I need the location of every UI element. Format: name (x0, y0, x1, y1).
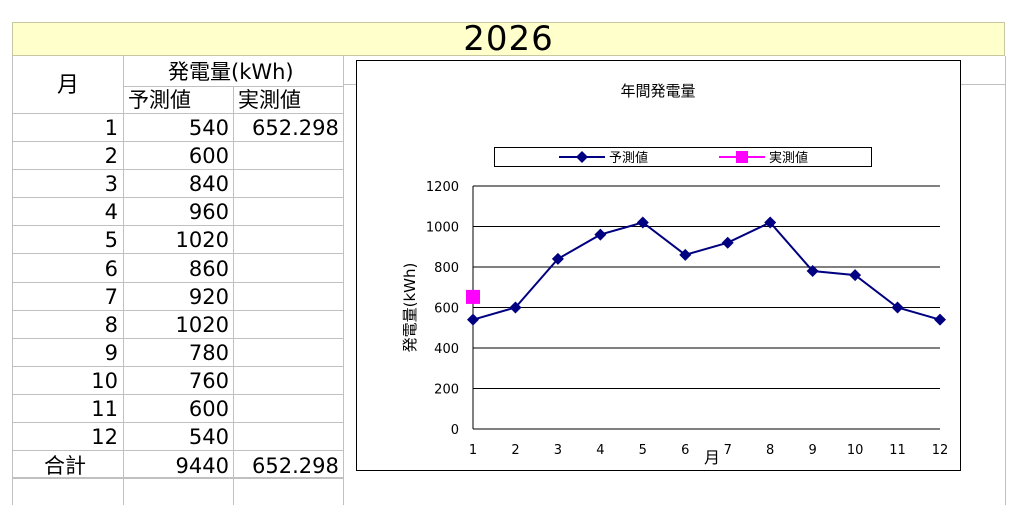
x-tick-label: 11 (889, 443, 906, 458)
x-tick-label: 6 (681, 443, 689, 458)
y-tick-label: 600 (434, 302, 459, 317)
y-tick-label: 200 (434, 383, 459, 398)
grid-hline (12, 169, 343, 171)
grid-vline (123, 56, 124, 505)
y-tick-label: 0 (451, 423, 459, 438)
year-label: 2026 (463, 19, 554, 59)
grid-hline (12, 113, 343, 114)
x-tick-label: 7 (724, 443, 732, 458)
data-point-forecast (764, 216, 777, 229)
grid-hline (12, 141, 343, 142)
forecast-cell: 920 (188, 284, 229, 309)
actual-header: 実測値 (238, 88, 301, 112)
x-tick-label: 12 (932, 443, 949, 458)
data-point-forecast (934, 313, 946, 326)
chart-area[interactable]: 年間発電量 0 200 400 600 800 1000 1200 1 2 3 4 5 6 7 8 9 10 11 1… (356, 60, 961, 471)
y-tick-label: 400 (434, 342, 459, 357)
grid-hline (12, 253, 343, 255)
forecast-cell: 1020 (175, 312, 229, 337)
total-forecast: 9440 (175, 454, 229, 478)
forecast-cell: 600 (188, 144, 229, 169)
month-cell: 2 (104, 144, 118, 169)
data-point-forecast (721, 236, 734, 249)
data-point-forecast (551, 252, 564, 265)
grid-hline (12, 281, 343, 283)
forecast-cell: 760 (188, 368, 229, 393)
grid-hline (12, 477, 343, 478)
grid-hline (12, 422, 343, 423)
chart-title: 年間発電量 (620, 82, 695, 100)
forecast-header: 予測値 (128, 88, 191, 112)
month-cell: 4 (104, 200, 118, 225)
total-actual: 652.298 (252, 454, 339, 478)
forecast-cell: 960 (188, 200, 229, 225)
x-tick-label: 4 (596, 443, 604, 458)
month-cell: 7 (104, 284, 118, 309)
forecast-cell: 860 (188, 256, 229, 281)
grid-hline (12, 225, 343, 227)
energy-header: 発電量(kWh) (168, 60, 294, 84)
x-tick-label: 9 (808, 443, 816, 458)
legend-marker-actual (736, 151, 748, 163)
data-point-actual (466, 289, 480, 304)
grid-vline (233, 86, 234, 505)
legend-graphic: 予測値 実測値 (559, 150, 808, 166)
grid-hline (12, 393, 343, 395)
data-point-forecast (509, 301, 522, 314)
month-cell: 6 (104, 256, 118, 281)
forecast-cell: 1020 (175, 228, 229, 253)
x-tick-label: 3 (554, 443, 562, 458)
total-label: 合計 (44, 454, 86, 478)
forecast-cell: 780 (188, 340, 229, 365)
data-point-forecast (636, 216, 649, 229)
forecast-cell: 840 (188, 172, 229, 197)
grid-vline (12, 56, 13, 505)
series-line-0 (472, 221, 941, 321)
month-cell: 5 (104, 228, 118, 253)
data-point-forecast (679, 248, 692, 261)
x-axis-label: 月 (704, 448, 720, 467)
forecast-cell: 540 (188, 425, 229, 450)
data-point-forecast (467, 313, 479, 326)
forecast-cell: 600 (188, 397, 229, 421)
grid-hline (12, 365, 343, 367)
x-tick-label: 1 (469, 443, 477, 458)
grid-vline (1005, 56, 1006, 505)
data-point-forecast (891, 301, 904, 314)
grid-hline (12, 337, 343, 339)
legend-label-1: 実測値 (769, 150, 808, 166)
x-tick-label: 2 (511, 443, 519, 458)
legend: 予測値 実測値 (494, 147, 872, 167)
grid-hline (12, 478, 343, 480)
data-point-forecast (594, 228, 607, 241)
month-cell: 3 (104, 172, 118, 197)
y-tick-label: 1000 (426, 221, 459, 236)
legend-label-0: 予測値 (609, 150, 648, 166)
x-tick-label: 5 (639, 443, 647, 458)
legend-marker-forecast (576, 151, 588, 163)
x-tick-label: 8 (766, 443, 774, 458)
year-header: 2026 (12, 19, 1005, 59)
grid-hline (123, 86, 343, 87)
y-tick-label: 1200 (426, 180, 459, 195)
y-tick-label: 800 (434, 261, 459, 276)
forecast-cell: 540 (188, 116, 229, 140)
data-point-forecast (849, 269, 862, 282)
month-cell: 10 (91, 368, 118, 393)
x-tick-label: 10 (847, 443, 864, 458)
y-axis-label: 発電量(kWh) (401, 263, 419, 353)
month-cell: 8 (104, 312, 118, 337)
month-cell: 11 (91, 397, 118, 421)
month-cell: 9 (104, 340, 118, 365)
actual-cell: 652.298 (252, 116, 339, 140)
grid-hline (12, 197, 343, 199)
grid-vline (343, 56, 344, 505)
grid-hline (12, 309, 343, 311)
month-cell: 1 (104, 116, 118, 140)
month-cell: 12 (91, 425, 118, 450)
grid-hline (12, 450, 343, 452)
data-point-forecast (806, 265, 819, 278)
month-header: 月 (57, 73, 80, 98)
